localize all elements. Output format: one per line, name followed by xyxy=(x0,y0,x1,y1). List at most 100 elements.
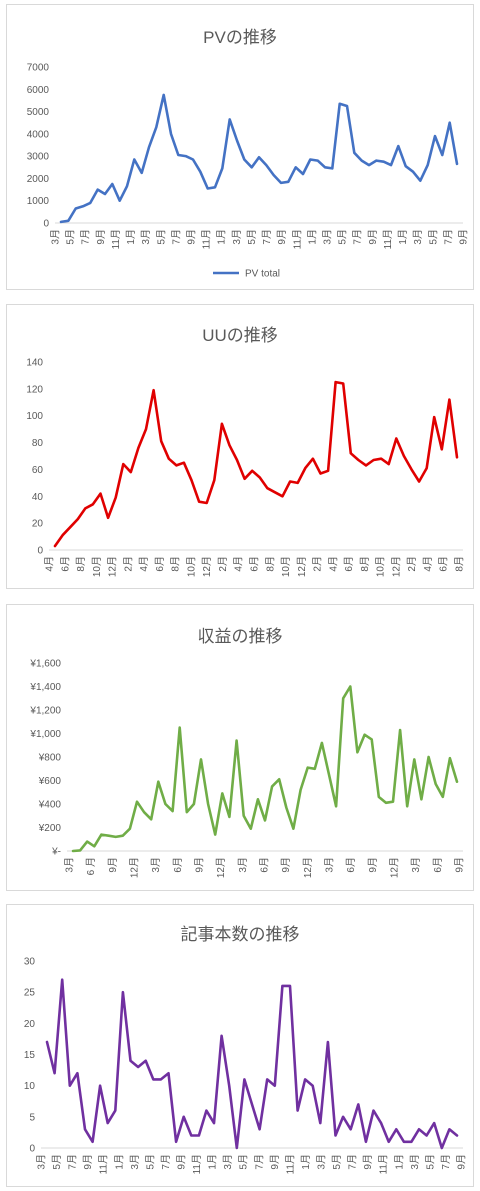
x-tick-label: 11月 xyxy=(382,229,394,249)
x-tick-label: 6月 xyxy=(259,857,271,873)
x-tick-label: 3月 xyxy=(129,1154,141,1170)
chart-title: UUの推移 xyxy=(202,326,278,345)
pv-chart: PVの推移 0 1000 2000 3000 4000 5000 6000 7000 3月 5月 7… xyxy=(6,4,474,290)
y-tick-label: 30 xyxy=(24,957,36,968)
x-tick-label: 1月 xyxy=(216,229,228,245)
y-tick-label: 0 xyxy=(43,219,49,230)
x-tick-label: 12月 xyxy=(296,556,308,577)
x-tick-label: 10月 xyxy=(280,556,292,577)
revenue-chart: 収益の推移 ¥- ¥200 ¥400 ¥600 ¥800 ¥1,000 ¥1,200 ¥1,4… xyxy=(6,604,474,891)
x-tick-label: 3月 xyxy=(140,229,152,245)
x-tick-label: 3月 xyxy=(150,857,162,873)
x-tick-label: 11月 xyxy=(291,229,303,249)
x-tick-label: 12月 xyxy=(390,556,402,577)
x-tick-label: 2月 xyxy=(122,556,134,572)
y-tick-label: 4000 xyxy=(27,129,50,140)
x-tick-label: 11月 xyxy=(191,1154,203,1174)
y-tick-label: 3000 xyxy=(27,152,50,163)
x-tick-label: 12月 xyxy=(215,857,227,878)
y-tick-label: ¥1,400 xyxy=(29,682,61,693)
x-tick-label: 3月 xyxy=(36,1154,48,1170)
x-tick-label: 9月 xyxy=(107,857,119,873)
series-line xyxy=(71,685,459,853)
x-tick-label: 9月 xyxy=(95,229,107,245)
y-tick-label: ¥400 xyxy=(38,800,62,811)
x-tick-label: 10月 xyxy=(91,556,103,577)
x-tick-label: 1月 xyxy=(397,229,409,245)
y-tick-label: 25 xyxy=(24,988,36,999)
x-tick-label: 5月 xyxy=(331,1154,343,1170)
x-tick-label: 11月 xyxy=(378,1154,390,1174)
x-tick-label: 8月 xyxy=(264,556,276,572)
x-tick-label: 8月 xyxy=(170,556,182,572)
x-tick-label: 9月 xyxy=(82,1154,94,1170)
y-tick-label: ¥800 xyxy=(38,753,62,764)
uu-chart: UUの推移 0 20 40 60 80 100 120 140 4月 6月 8月 10月 12月 2月 4月… xyxy=(6,304,474,589)
y-tick-label: 0 xyxy=(29,1144,35,1155)
x-tick-label: 1月 xyxy=(113,1154,125,1170)
x-tick-label: 4月 xyxy=(44,556,56,572)
y-tick-label: 15 xyxy=(24,1050,36,1061)
y-tick-label: 40 xyxy=(32,492,44,503)
x-tick-label: 6月 xyxy=(343,556,355,572)
y-tick-label: ¥1,200 xyxy=(29,706,61,717)
y-tick-label: 80 xyxy=(32,438,44,449)
x-tick-label: 7月 xyxy=(440,1154,452,1170)
x-tick-label: 4月 xyxy=(138,556,150,572)
x-tick-label: 7月 xyxy=(67,1154,79,1170)
x-tick-label: 5月 xyxy=(155,229,167,245)
x-tick-label: 3月 xyxy=(231,229,243,245)
x-tick-label: 7月 xyxy=(160,1154,172,1170)
chart-title: 記事本数の推移 xyxy=(180,925,300,944)
x-tick-label: 5月 xyxy=(65,229,77,245)
x-tick-label: 11月 xyxy=(201,229,213,249)
x-tick-label: 3月 xyxy=(50,229,62,245)
x-tick-label: 11月 xyxy=(284,1154,296,1174)
x-tick-label: 6月 xyxy=(249,556,261,572)
x-tick-label: 6月 xyxy=(432,857,444,873)
x-tick-label: 12月 xyxy=(129,857,141,878)
x-tick-label: 1月 xyxy=(125,229,137,245)
y-tick-label: 7000 xyxy=(27,63,50,74)
y-tick-label: 6000 xyxy=(27,85,50,96)
x-tick-label: 9月 xyxy=(194,857,206,873)
x-tick-label: 4月 xyxy=(233,556,245,572)
y-tick-label: ¥- xyxy=(51,847,61,858)
series-line xyxy=(59,93,459,224)
series-line xyxy=(45,978,459,1150)
x-tick-label: 9月 xyxy=(454,857,466,873)
x-tick-label: 7月 xyxy=(347,1154,359,1170)
x-tick-label: 10月 xyxy=(185,556,197,577)
x-tick-label: 3月 xyxy=(64,857,76,873)
y-tick-label: 20 xyxy=(32,519,44,530)
x-tick-label: 6月 xyxy=(438,556,450,572)
y-tick-label: 1000 xyxy=(27,196,50,207)
y-tick-label: 5000 xyxy=(27,107,50,118)
x-tick-label: 8月 xyxy=(75,556,87,572)
x-tick-label: 12月 xyxy=(201,556,213,577)
x-tick-label: 9月 xyxy=(456,1154,468,1170)
y-tick-label: 140 xyxy=(26,358,43,369)
x-tick-label: 7月 xyxy=(170,229,182,245)
x-tick-label: 5月 xyxy=(337,229,349,245)
articles-chart: 記事本数の推移 0 5 10 15 20 25 30 3月 5月 7月 9月 11月 1月 3月 5月 7月 9… xyxy=(6,904,474,1187)
x-tick-label: 5月 xyxy=(427,229,439,245)
y-tick-label: 120 xyxy=(26,384,43,395)
y-tick-label: ¥200 xyxy=(38,823,62,834)
y-tick-label: 60 xyxy=(32,465,44,476)
x-tick-label: 5月 xyxy=(238,1154,250,1170)
x-tick-label: 9月 xyxy=(276,229,288,245)
x-tick-label: 11月 xyxy=(98,1154,110,1174)
x-tick-label: 2月 xyxy=(406,556,418,572)
x-tick-label: 10月 xyxy=(375,556,387,577)
x-tick-label: 1月 xyxy=(306,229,318,245)
x-tick-label: 6月 xyxy=(59,556,71,572)
x-tick-label: 3月 xyxy=(237,857,249,873)
x-tick-label: 4月 xyxy=(327,556,339,572)
x-tick-label: 6月 xyxy=(154,556,166,572)
y-tick-label: 5 xyxy=(29,1112,35,1123)
x-tick-label: 9月 xyxy=(186,229,198,245)
x-tick-label: 1月 xyxy=(207,1154,219,1170)
